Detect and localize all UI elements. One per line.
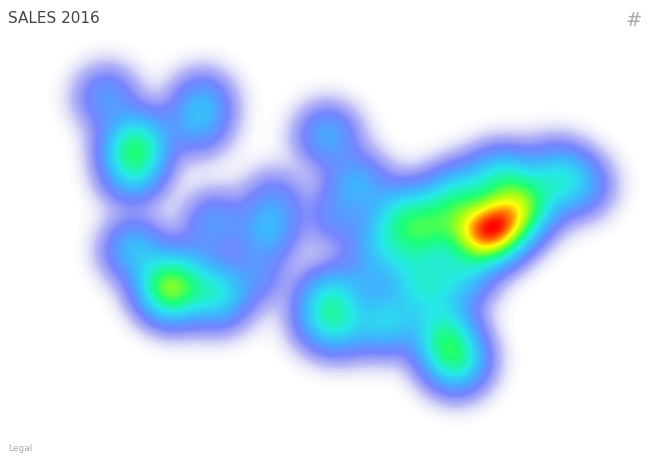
Text: Legal: Legal — [8, 444, 32, 453]
Text: SALES 2016: SALES 2016 — [8, 11, 99, 27]
Text: #: # — [626, 11, 642, 30]
